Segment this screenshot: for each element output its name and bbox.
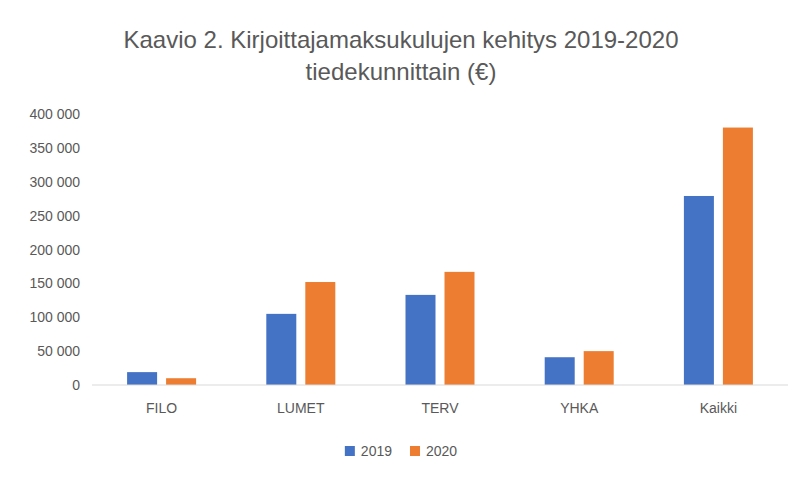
y-tick-label: 400 000 (29, 106, 80, 122)
bar (127, 372, 157, 385)
y-tick-label: 350 000 (29, 140, 80, 156)
y-tick-label: 50 000 (37, 343, 80, 359)
x-tick-label: LUMET (277, 400, 325, 416)
background (0, 0, 802, 481)
legend-swatch (345, 446, 355, 456)
x-axis (92, 385, 788, 386)
bar (584, 351, 614, 385)
legend-label: 2020 (426, 443, 457, 459)
y-tick-label: 250 000 (29, 208, 80, 224)
bar (305, 282, 335, 385)
bars (127, 128, 753, 385)
chart-svg: Kaavio 2. Kirjoittajamaksukulujen kehity… (0, 0, 802, 481)
x-tick-label: YHKA (560, 400, 599, 416)
bar (166, 378, 196, 385)
bar (723, 128, 753, 385)
bar (445, 272, 475, 385)
legend-label: 2019 (361, 443, 392, 459)
legend: 2019 2020 (345, 443, 458, 459)
y-tick-label: 150 000 (29, 275, 80, 291)
y-tick-label: 200 000 (29, 242, 80, 258)
chart-title: Kaavio 2. Kirjoittajamaksukulujen kehity… (124, 26, 679, 85)
bar (684, 196, 714, 385)
y-tick-label: 100 000 (29, 309, 80, 325)
chart-container: Kaavio 2. Kirjoittajamaksukulujen kehity… (0, 0, 802, 481)
x-tick-label: Kaikki (700, 400, 737, 416)
y-tick-label: 0 (72, 377, 80, 393)
legend-swatch (410, 446, 420, 456)
bar (266, 314, 296, 385)
bar (545, 357, 575, 385)
y-tick-label: 300 000 (29, 174, 80, 190)
x-tick-label: FILO (146, 400, 177, 416)
x-tick-label: TERV (421, 400, 459, 416)
bar (406, 295, 436, 385)
